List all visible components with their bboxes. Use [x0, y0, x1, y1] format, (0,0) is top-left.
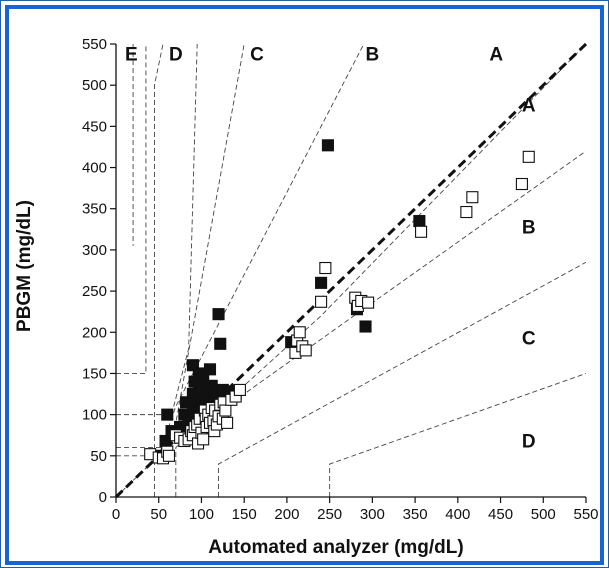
filled-square-point	[321, 139, 334, 152]
x-tick-label: 0	[112, 506, 120, 523]
zone-label-c: C	[250, 44, 264, 65]
open-square-point	[362, 296, 375, 309]
identity-dashed-line	[114, 42, 588, 499]
x-tick-label: 550	[573, 506, 598, 523]
y-tick-label: 150	[82, 365, 107, 382]
zone-boundary-line	[218, 261, 586, 497]
y-tick-label: 550	[82, 36, 107, 53]
open-square-point	[460, 205, 473, 219]
zone-label-d: D	[522, 432, 536, 453]
zone-label-a: A	[489, 44, 503, 65]
y-tick-label: 500	[82, 77, 107, 94]
x-tick-label: 150	[232, 506, 257, 523]
filled-square-point	[315, 276, 328, 289]
y-axis-title: PBGM (mg/dL)	[14, 200, 35, 332]
x-tick-label: 350	[403, 506, 428, 523]
zone-label-d: D	[169, 44, 183, 65]
x-tick-label: 200	[274, 506, 299, 523]
zone-boundary-line	[175, 44, 586, 497]
open-square-point	[319, 261, 332, 275]
open-square-point	[415, 225, 428, 238]
filled-square-point	[192, 367, 205, 380]
filled-square-point	[212, 308, 225, 321]
x-tick-label: 100	[189, 506, 214, 523]
x-tick-label: 300	[360, 506, 385, 523]
identity-line	[114, 42, 588, 499]
y-tick-label: 50	[90, 448, 107, 465]
zone-boundary-line	[329, 373, 586, 497]
y-tick-label: 100	[82, 407, 107, 424]
zone-label-b: B	[522, 217, 536, 238]
open-square-point	[221, 416, 234, 429]
y-tick-label: 0	[99, 489, 107, 506]
zone-boundary-line	[116, 44, 198, 416]
open-square-point	[293, 326, 306, 339]
x-tick-label: 450	[488, 506, 513, 523]
y-tick-label: 400	[82, 160, 107, 177]
filled-square-point	[359, 320, 372, 333]
zone-label-e: E	[125, 44, 138, 65]
open-square-point	[299, 344, 312, 357]
filled-square-point	[413, 215, 426, 228]
x-axis-title: Automated analyzer (mg/dL)	[208, 537, 463, 558]
open-square-point	[219, 404, 232, 417]
open-square-point	[522, 150, 535, 163]
axes: 0 50 100 150 200 250 300 350 400 450 500 550 0 50 100 1…	[82, 36, 599, 523]
x-tick-label: 50	[150, 506, 167, 523]
data-points	[144, 139, 535, 465]
zone-label-a: A	[522, 96, 536, 117]
zone-boundary-line	[116, 44, 147, 374]
open-square-point	[197, 433, 210, 446]
y-tick-label: 350	[82, 201, 107, 218]
open-square-point	[233, 383, 246, 396]
filled-square-point	[161, 408, 174, 421]
x-tick-label: 400	[445, 506, 470, 523]
open-square-point	[466, 191, 479, 204]
y-tick-label: 250	[82, 283, 107, 300]
y-tick-label: 200	[82, 324, 107, 341]
x-tick-label: 500	[531, 506, 556, 523]
zone-boundary-line	[154, 44, 164, 497]
open-square-point	[315, 295, 328, 308]
zone-label-c: C	[522, 329, 536, 350]
y-tick-label: 300	[82, 242, 107, 259]
zone-label-b: B	[365, 44, 379, 65]
open-square-point	[162, 449, 176, 462]
zone-labels: E D C B A A B C D	[125, 44, 536, 452]
y-tick-label: 450	[82, 118, 107, 135]
figure-border	[5, 5, 604, 565]
open-square-point	[515, 177, 528, 191]
filled-square-point	[214, 337, 227, 350]
x-tick-label: 250	[317, 506, 342, 523]
filled-square-point	[203, 363, 217, 376]
